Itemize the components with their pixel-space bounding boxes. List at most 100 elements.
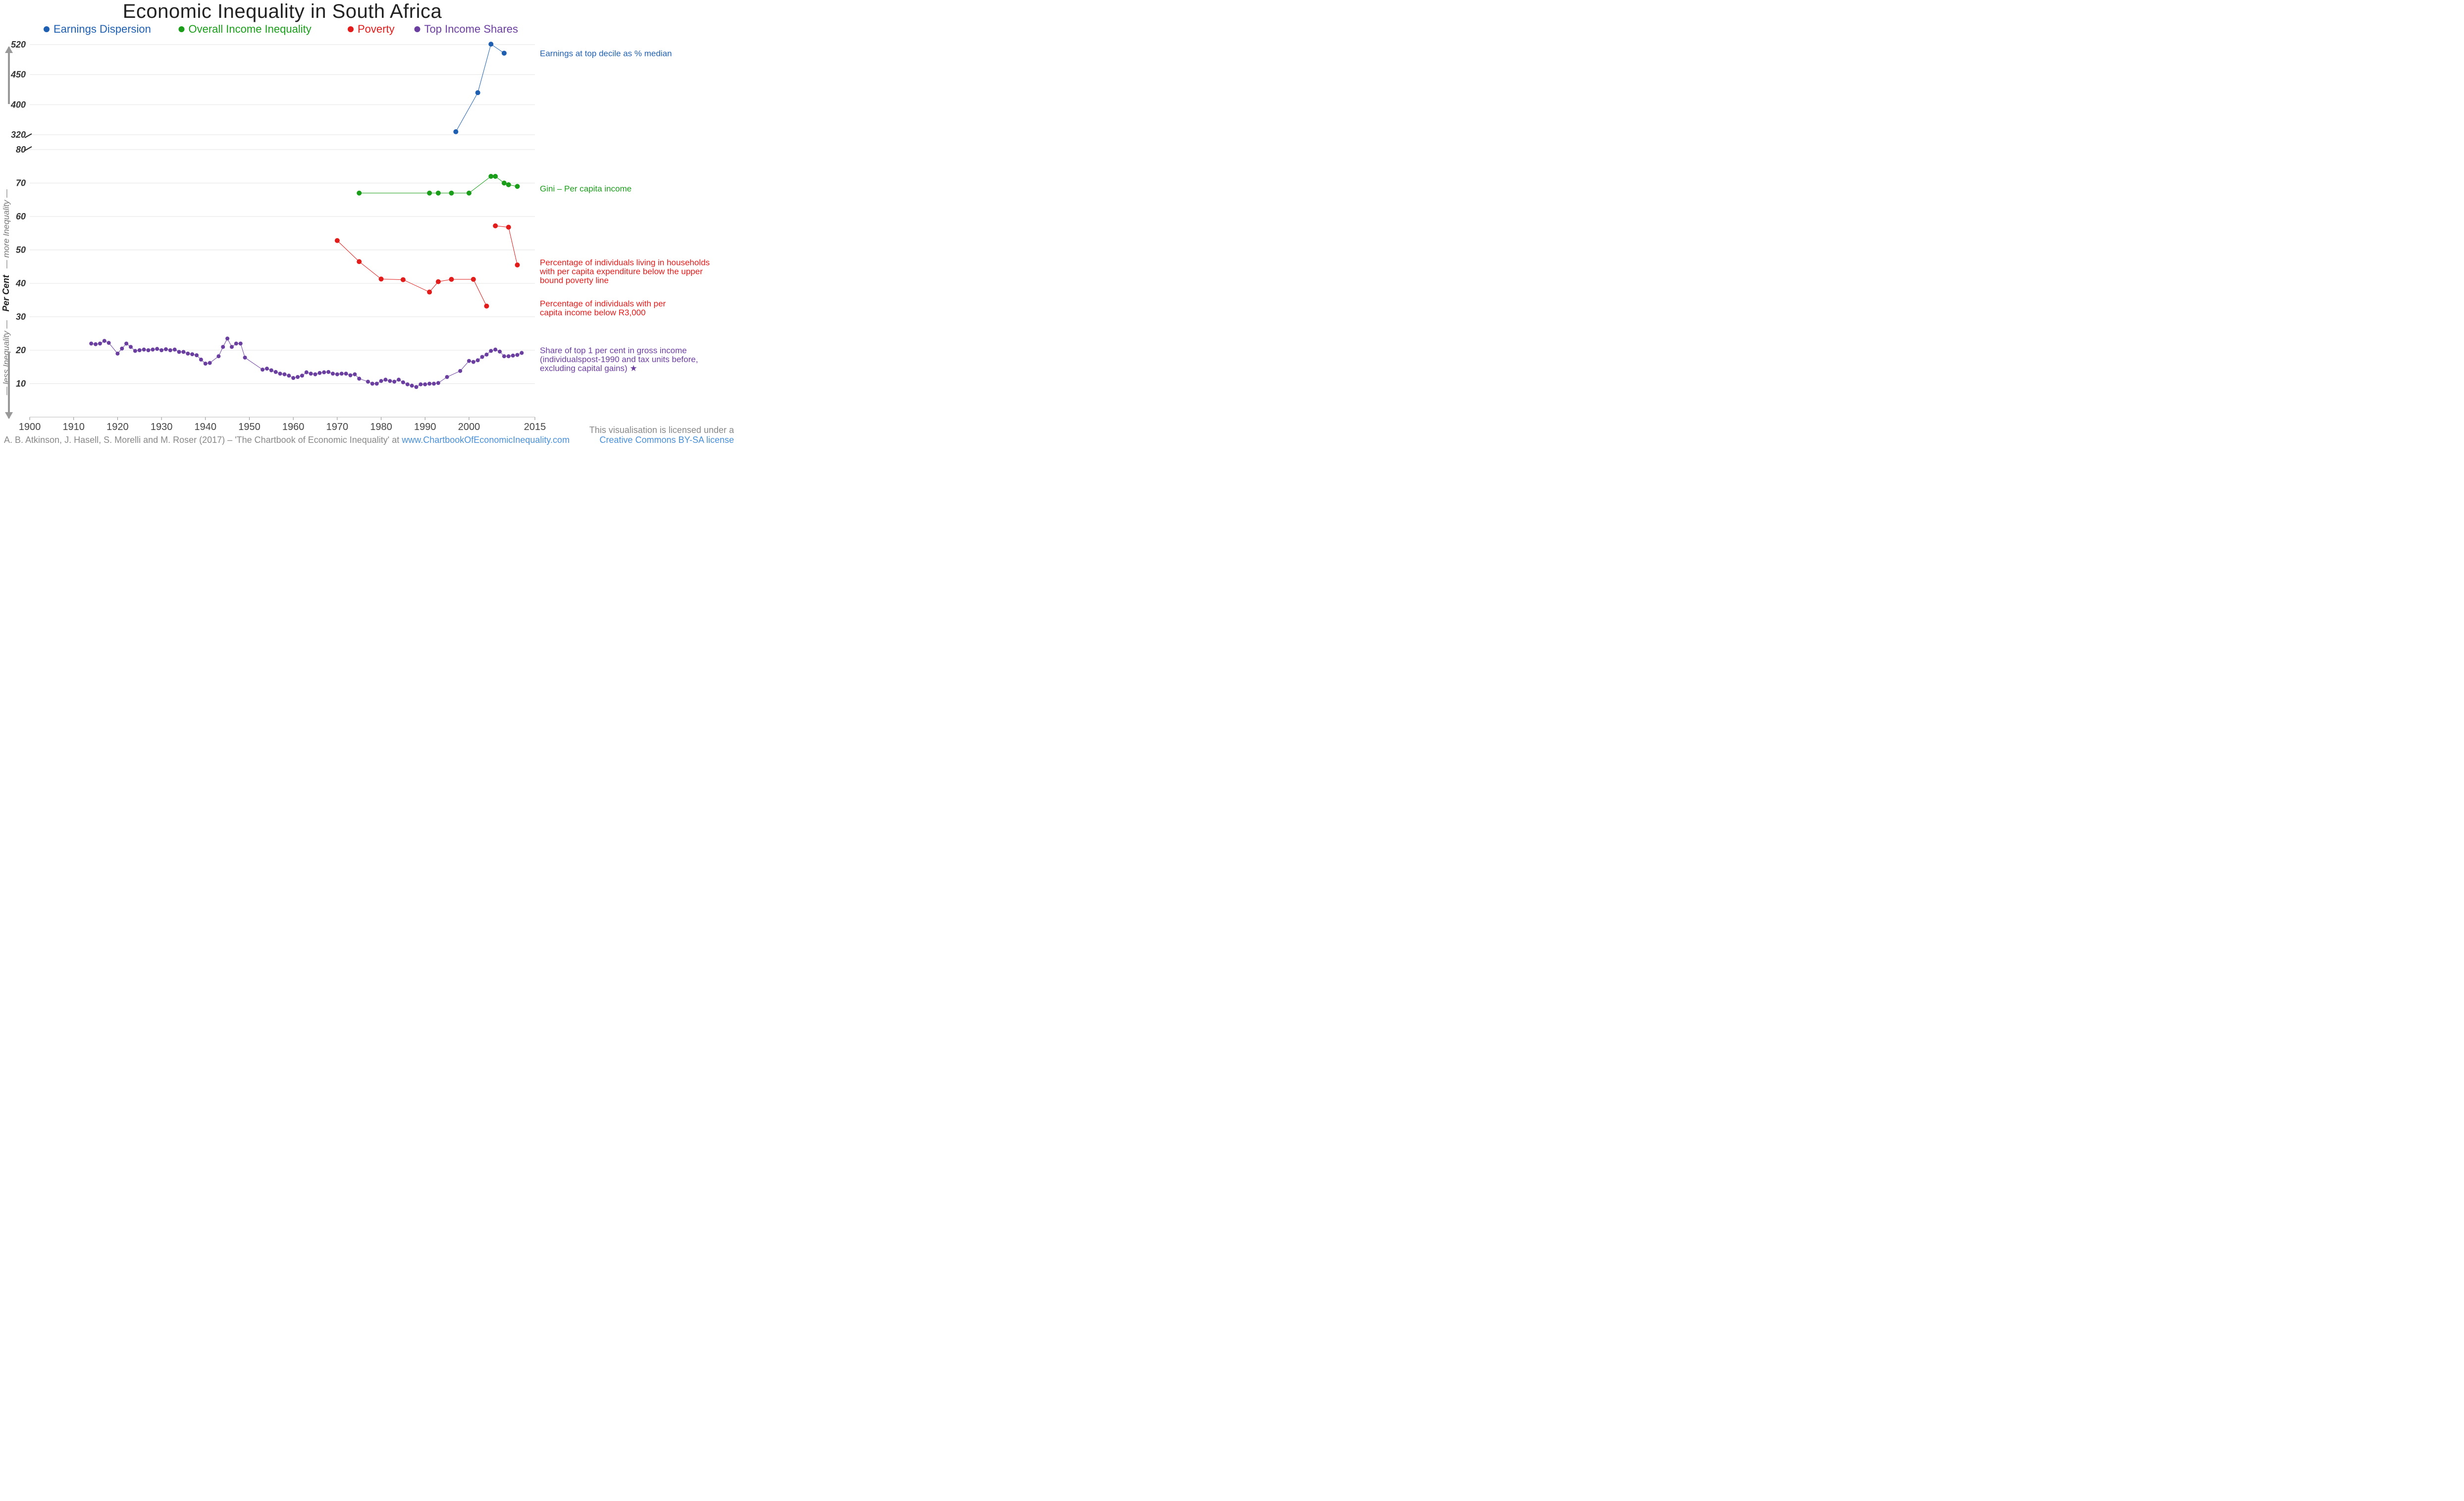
x-tick-label: 1910 [62,422,85,432]
x-tick-label: 2015 [524,422,546,432]
series-top-income-point [498,350,502,354]
series-top-income-point [239,342,243,346]
series-top-income-point [317,371,321,375]
series-top-income-point [344,372,348,375]
credit-right-1: This visualisation is licensed under a [589,425,734,435]
series-top-income-point [278,372,282,375]
series-top-income-point [190,352,194,356]
series-top-income-point [204,362,208,366]
x-tick-label: 2000 [458,422,480,432]
anno-poverty-upper: Percentage of individuals living in hous… [540,258,710,268]
series-top-income-point [164,347,168,351]
series-poverty-r3000-point [335,238,340,243]
series-top-income-point [89,342,93,346]
series-top-income-point [177,350,181,354]
series-top-income-point [423,382,427,386]
anno-poverty-upper: with per capita expenditure below the up… [539,267,703,276]
series-top-income-point [274,370,278,374]
series-top-income-point [516,353,520,357]
y-tick-label: 30 [16,312,26,322]
series-top-income-point [291,376,295,380]
anno-poverty-r3000: Percentage of individuals with per [540,299,666,309]
legend-label: Earnings Dispersion [53,23,151,35]
x-tick-label: 1940 [195,422,217,432]
chart-root: Economic Inequality in South AfricaEarni… [0,0,738,450]
series-top-income-point [484,353,488,357]
series-top-income-point [472,360,475,364]
series-top-income-point [322,371,326,375]
x-tick-label: 1980 [370,422,392,432]
series-gini-point [467,191,472,196]
series-top-income-point [305,371,309,375]
series-earnings-point [475,90,480,95]
series-top-income-point [225,336,229,340]
series-top-income-point [181,350,185,354]
series-top-income-point [115,352,119,356]
series-poverty-r3000-point [379,276,384,281]
anno-gini: Gini – Per capita income [540,184,631,193]
series-top-income-point [388,379,392,383]
x-tick-label: 1930 [151,422,173,432]
series-top-income-point [103,339,106,343]
legend-dot [348,26,354,32]
series-gini-point [427,191,432,196]
series-top-income-point [419,382,422,386]
x-tick-label: 1920 [106,422,129,432]
series-top-income-point [296,375,300,379]
series-top-income-point [379,379,383,383]
credit-left: A. B. Atkinson, J. Hasell, S. Morelli an… [4,435,570,445]
series-poverty-r3000-point [427,290,432,295]
legend-dot [179,26,185,32]
x-tick-label: 1960 [282,422,305,432]
y-tick-label: 70 [16,178,26,188]
y-axis-label-more: — more Inequality — [1,189,11,269]
series-poverty-r3000-point [471,277,476,282]
series-top-income-point [467,359,471,363]
series-gini-point [515,184,520,189]
anno-poverty-upper: bound poverty line [540,276,609,285]
y-tick-label: 320 [11,130,26,140]
legend-dot [415,26,420,32]
series-poverty-r3000-point [449,277,454,282]
series-top-income-point [401,380,405,384]
anno-top-income: (individualspost-1990 and tax units befo… [540,355,698,364]
series-top-income-point [331,372,335,375]
series-top-income-point [129,345,133,349]
y-tick-label: 40 [15,278,26,288]
series-top-income-point [335,373,339,376]
anno-top-income: Share of top 1 per cent in gross income [540,346,687,355]
series-poverty-r3000-point [436,279,441,284]
y-tick-label: 60 [16,212,26,221]
series-top-income-point [159,348,163,352]
chart-title: Economic Inequality in South Africa [123,0,442,22]
series-poverty-r3000-point [401,277,406,282]
series-top-income-point [221,345,225,349]
series-top-income-point [133,349,137,353]
series-top-income-point [410,384,414,388]
series-top-income-point [199,358,203,362]
y-tick-label: 520 [11,40,26,50]
chart-svg: Economic Inequality in South AfricaEarni… [0,0,738,450]
series-top-income-point [155,347,159,351]
series-top-income-point [432,382,436,386]
x-tick-label: 1970 [326,422,349,432]
series-top-income-point [265,367,269,371]
series-top-income-point [397,377,401,381]
series-gini-point [357,191,362,196]
series-top-income-point [216,354,220,358]
series-poverty-upper-point [515,263,520,268]
series-gini-point [436,191,441,196]
anno-top-income: excluding capital gains) ★ [540,364,637,373]
series-top-income-point [507,354,511,358]
credit-right-2: Creative Commons BY-SA license [600,435,734,445]
series-top-income-point [489,349,493,353]
series-top-income-point [520,351,524,355]
series-top-income-point [366,379,370,383]
legend-dot [44,26,50,32]
series-top-income-point [142,348,146,352]
series-top-income-point [120,347,124,351]
series-top-income-point [383,377,387,381]
series-top-income-point [314,373,317,376]
series-top-income-point [458,369,462,373]
series-gini-point [449,191,454,196]
